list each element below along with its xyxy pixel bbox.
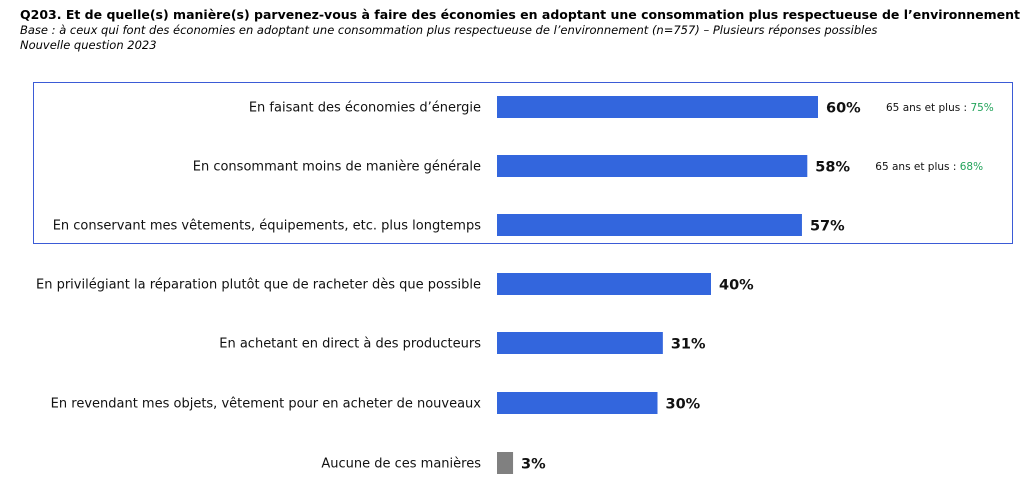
category-label: En privilégiant la réparation plutôt que… [36,278,481,293]
category-label: Aucune de ces manières [321,457,481,472]
question-note: Nouvelle question 2023 [20,38,157,52]
value-label: 57% [810,219,845,235]
bar [497,392,658,414]
value-label: 3% [521,457,546,473]
bar [497,155,808,177]
bar [497,96,818,118]
question-header: Q203. Et de quelle(s) manière(s) parvene… [20,7,1024,53]
category-label: En faisant des économies d’énergie [249,101,481,116]
value-label: 31% [671,337,706,353]
annotation-label: 65 ans et plus : 75% [886,102,994,114]
category-label: En consommant moins de manière générale [193,160,481,175]
question-base: Base : à ceux qui font des économies en … [20,23,878,37]
category-label: En achetant en direct à des producteurs [219,337,481,352]
annotation-label: 65 ans et plus : 68% [875,161,983,173]
question-title: Q203. Et de quelle(s) manière(s) parvene… [20,7,1024,22]
bar [497,332,663,354]
bar [497,452,514,474]
value-label: 60% [826,101,861,117]
category-label: En conservant mes vêtements, équipements… [53,219,482,234]
value-label: 40% [719,278,754,294]
value-label: 58% [815,160,850,176]
category-label: En revendant mes objets, vêtement pour e… [51,397,482,412]
value-label: 30% [666,397,701,413]
bar [497,214,802,236]
highlight-box [33,82,1013,244]
bar [497,273,711,295]
